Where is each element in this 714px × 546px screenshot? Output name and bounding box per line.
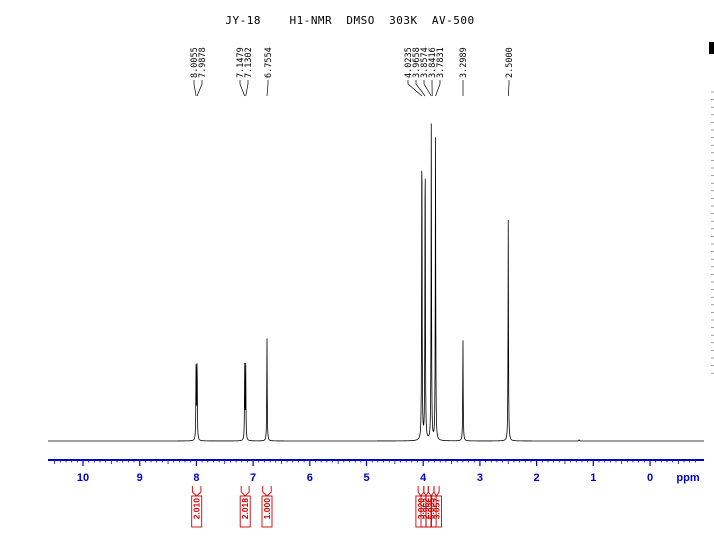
integral-box — [239, 495, 251, 528]
peak-label-connectors — [193, 80, 510, 97]
tick-label: 4 — [420, 472, 427, 484]
integral-bracket — [423, 486, 429, 497]
integral-bracket — [427, 486, 435, 497]
tick-label: 5 — [363, 472, 369, 484]
integral-bracket — [417, 486, 425, 497]
peak-connector — [407, 80, 423, 97]
tick-label: 0 — [647, 472, 653, 484]
integral-value: 2.018 — [240, 498, 250, 520]
peak-label: 7.9878 — [198, 47, 208, 78]
peak-connector — [193, 80, 197, 97]
peak-label: 3.2989 — [459, 47, 469, 78]
integral-bracket — [262, 486, 272, 497]
axis-unit-label: ppm — [676, 472, 699, 484]
peak-connector — [435, 80, 441, 97]
peak-label: 7.1479 — [236, 47, 246, 78]
tick-label: 8 — [193, 472, 199, 484]
peak-connector — [196, 80, 203, 97]
peak-label: 3.7831 — [436, 47, 446, 78]
integral-value: 3.057 — [432, 498, 442, 520]
peak-label: 7.1302 — [244, 47, 254, 78]
peak-label: 2.5000 — [505, 47, 515, 78]
tick-label: 1 — [590, 472, 596, 484]
peak-connector — [415, 80, 426, 97]
tick-label: 10 — [77, 472, 89, 484]
peak-connector — [266, 80, 269, 97]
integral-box — [261, 495, 273, 528]
integral-box — [191, 495, 203, 528]
peak-label: 4.0235 — [404, 47, 414, 78]
peak-label: 6.7554 — [264, 47, 274, 78]
tick-label: 2 — [534, 472, 540, 484]
side-marker — [709, 42, 714, 54]
integral-value: 2.010 — [192, 498, 202, 520]
integral-value: 1.000 — [262, 498, 272, 520]
peak-label: 8.0055 — [190, 47, 200, 78]
ppm-axis: 10 9 8 7 6 5 4 3 2 1 0 ppm — [48, 459, 704, 484]
tick-label: 9 — [137, 472, 143, 484]
spectrum-title: JY-18 H1-NMR DMSO 303K AV-500 — [225, 14, 474, 27]
peak-connector — [245, 80, 249, 97]
spectrum-trace — [48, 123, 704, 442]
peak-connector — [239, 80, 246, 97]
integral-bracket — [240, 486, 250, 497]
tick-label: 6 — [307, 472, 313, 484]
peak-connector — [507, 80, 510, 97]
integral-box — [431, 495, 442, 528]
tick-label: 3 — [477, 472, 483, 484]
integral-bracket — [191, 486, 202, 497]
peak-label: 3.8574 — [420, 47, 430, 78]
tick-label: 7 — [250, 472, 256, 484]
peak-connector — [423, 80, 432, 97]
peak-label: 3.8416 — [428, 47, 438, 78]
integral-bracket — [433, 486, 440, 497]
peak-label: 3.9658 — [412, 47, 422, 78]
